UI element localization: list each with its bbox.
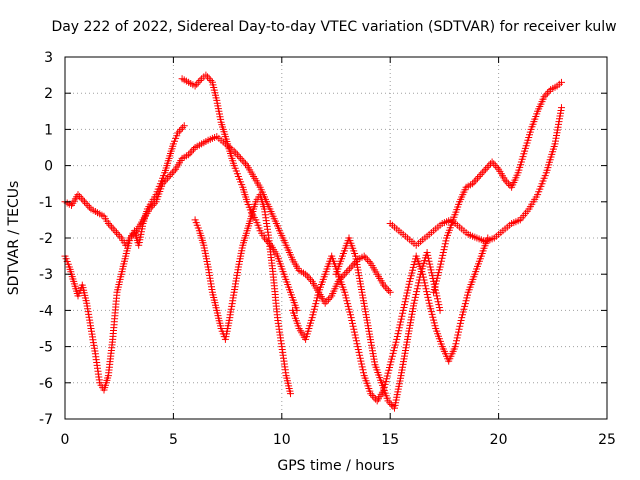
y-tick-label: -7 [39,412,53,428]
x-tick-label: 25 [598,432,616,448]
series-track-7 [289,234,492,405]
y-tick-label: 0 [44,159,53,175]
series-track-1 [61,133,394,307]
y-tick-label: -4 [39,303,53,319]
data-points [61,71,565,412]
series-track-2 [61,122,188,394]
y-tick-label: -2 [39,231,53,247]
grid [65,57,607,419]
chart-title: Day 222 of 2022, Sidereal Day-to-day VTE… [51,19,616,35]
series-markers [289,234,492,405]
series-markers [332,234,444,412]
series-markers [386,104,565,249]
series-track-5 [386,104,565,249]
x-tick-label: 5 [169,432,178,448]
axis-ticks: 0 5 10 15 20 25 -7 -6 -5 -4 -3 -2 -1 0 1 2 3 [39,50,616,448]
series-markers [61,122,188,394]
series-markers [61,133,394,307]
y-axis-label: SDTVAR / TECUs [6,181,22,296]
y-tick-label: -3 [39,267,53,283]
x-tick-label: 20 [490,432,508,448]
y-tick-label: -1 [39,195,53,211]
x-tick-label: 15 [381,432,399,448]
y-tick-label: 2 [44,86,53,102]
x-tick-label: 0 [61,432,70,448]
series-track-4 [191,191,294,398]
series-track-6 [430,78,565,296]
y-tick-label: 3 [44,50,53,66]
y-tick-label: 1 [44,122,53,138]
series-markers [178,71,301,314]
y-tick-label: -6 [39,376,53,392]
x-axis-label: GPS time / hours [277,458,394,474]
series-track-3 [178,71,301,314]
series-track-8 [332,234,444,412]
x-tick-label: 10 [273,432,291,448]
series-markers [191,191,294,398]
y-tick-label: -5 [39,340,53,356]
series-markers [430,78,565,296]
